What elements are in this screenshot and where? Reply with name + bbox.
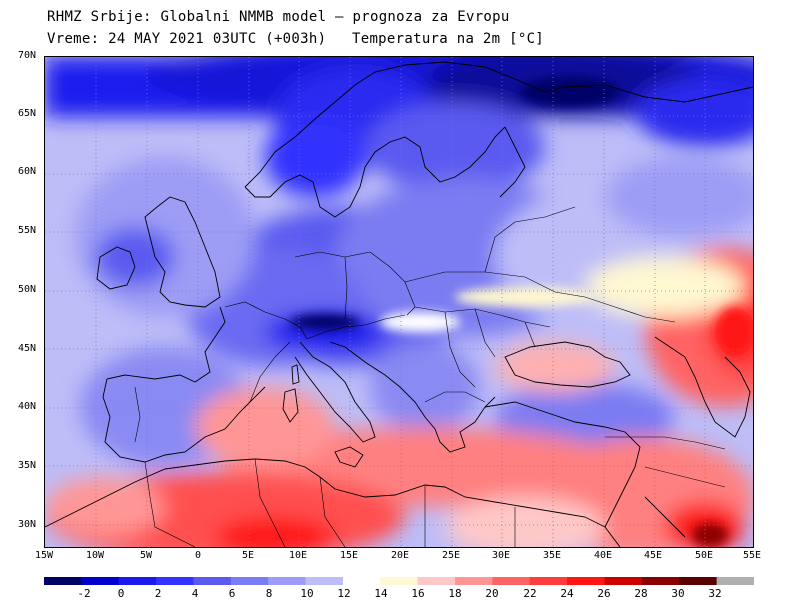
colorbar-label: 10 (300, 587, 314, 600)
colorbar-label: 18 (448, 587, 462, 600)
lon-label-15e: 15E (339, 550, 359, 561)
lon-label-40e: 40E (593, 550, 613, 561)
coastlines (45, 61, 753, 547)
colorbar-label: 6 (228, 587, 236, 600)
colorbar-label: 32 (708, 587, 722, 600)
colorbar-swatch (156, 577, 194, 585)
colorbar-swatch (380, 577, 419, 585)
variable-name: Temperatura na 2m [°C] (352, 31, 545, 47)
colorbar-swatch (604, 577, 643, 585)
lat-label-35n: 35N (18, 460, 37, 471)
colorbar-swatch (342, 577, 381, 585)
lat-label-65n: 65N (18, 108, 37, 119)
colorbar-swatch (417, 577, 456, 585)
colorbar-swatch (118, 577, 157, 585)
lon-label-10e: 10E (288, 550, 308, 561)
colorbar-swatch (268, 577, 307, 585)
lon-label-20e: 20E (390, 550, 410, 561)
colorbar-label: 28 (634, 587, 648, 600)
lon-label-5e: 5E (241, 550, 255, 561)
colorbar-label: 22 (523, 587, 537, 600)
lat-label-30n: 30N (18, 519, 37, 530)
colorbar-label: 8 (265, 587, 273, 600)
colorbar (44, 577, 754, 585)
colorbar-swatch (716, 577, 754, 585)
lon-label-25e: 25E (441, 550, 461, 561)
colorbar-swatch (44, 577, 82, 585)
lon-label-0: 0 (194, 550, 202, 561)
colorbar-label: 20 (485, 587, 499, 600)
lon-label-10w: 10W (85, 550, 105, 561)
map-canvas (45, 57, 753, 547)
lon-label-15w: 15W (34, 550, 54, 561)
temperature-field (45, 57, 753, 547)
colorbar-swatch (679, 577, 718, 585)
lat-label-40n: 40N (18, 401, 37, 412)
colorbar-label: 4 (191, 587, 199, 600)
lon-label-35e: 35E (542, 550, 562, 561)
map-title: RHMZ Srbije: Globalni NMMB model — progn… (47, 9, 510, 25)
colorbar-label: 0 (117, 587, 125, 600)
lon-label-30e: 30E (491, 550, 511, 561)
lat-label-45n: 45N (18, 343, 37, 354)
colorbar-swatch (529, 577, 568, 585)
lat-label-60n: 60N (18, 166, 37, 177)
colorbar-label: 30 (671, 587, 685, 600)
colorbar-swatch (81, 577, 120, 585)
colorbar-label: 12 (337, 587, 351, 600)
colorbar-label: 26 (597, 587, 611, 600)
country-borders (134, 206, 726, 547)
temperature-map[interactable] (44, 56, 754, 548)
lat-label-50n: 50N (18, 284, 37, 295)
colorbar-swatch (567, 577, 606, 585)
colorbar-swatch (492, 577, 531, 585)
colorbar-swatch (305, 577, 344, 585)
colorbar-label: 24 (560, 587, 574, 600)
lat-label-55n: 55N (18, 225, 37, 236)
colorbar-swatch (455, 577, 493, 585)
colorbar-label: 14 (374, 587, 388, 600)
colorbar-swatch (230, 577, 269, 585)
lon-label-45e: 45E (643, 550, 663, 561)
lat-label-70n: 70N (18, 50, 37, 61)
colorbar-swatch (193, 577, 232, 585)
colorbar-swatch (641, 577, 680, 585)
colorbar-label: -2 (77, 587, 91, 600)
colorbar-label: 2 (154, 587, 162, 600)
colorbar-label: 16 (411, 587, 425, 600)
lon-label-55e: 55E (742, 550, 762, 561)
forecast-time: Vreme: 24 MAY 2021 03UTC (+003h) (47, 31, 327, 47)
lon-label-50e: 50E (694, 550, 714, 561)
lon-label-5w: 5W (139, 550, 153, 561)
